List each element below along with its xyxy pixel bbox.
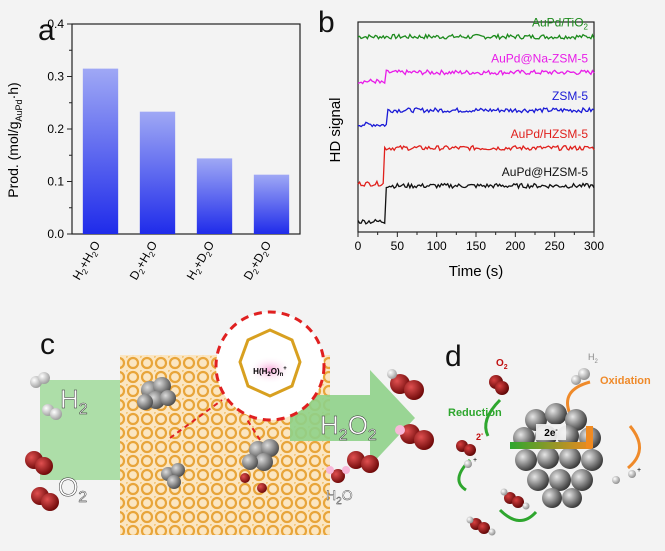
o2-molecule-2 [31,487,59,511]
cluster-label: H(H2O)n+ [253,366,287,378]
line-y-axis-title: HD signal [327,97,344,162]
bar-x-tick-label: D2+H2O [127,239,162,284]
h2-molecule-1 [30,372,50,388]
series-label-2: ZSM-5 [552,89,588,103]
bar-H2+H2O [82,68,119,234]
h2o2-molecule-d [500,488,530,510]
h2o2-arrow [290,370,415,466]
bar-x-tick-label: H2+D2O [184,239,219,284]
bar-y-tick-label: 0.0 [47,227,64,241]
peroxide-species [456,440,476,456]
line-x-tick-label: 50 [391,239,405,253]
panel-letter-c: c [40,328,55,361]
line-x-tick-label: 200 [505,239,525,253]
series-label-0: AuPd/TiO2 [532,16,589,32]
line-chart: 0 50 100 150 200 250 300 AuPd/TiO2 AuPd@Na-ZSM-… [327,16,604,280]
bar-y-tick-label: 0.2 [47,122,64,136]
proton-3 [612,476,620,484]
h2-label-d: H2 [588,352,599,365]
bar-x-tick-label: H2+H2O [70,239,105,284]
svg-text:+: + [637,467,641,474]
h2o-label: H2O [326,487,353,507]
bar-y-tick-label: 0.1 [47,175,64,189]
bar-y-axis-title: Prod. (mol/gAuPd·h) [5,82,24,197]
metal-cluster-3 [161,463,185,489]
line-x-tick-label: 300 [584,239,604,253]
h2-molecule-2 [42,404,62,420]
o2-molecule-1 [25,451,53,475]
bar-D2+D2O [253,174,290,234]
line-x-tick-label: 0 [355,239,362,253]
bar-y-tick-label: 0.4 [47,17,64,31]
series-label-4: AuPd@HZSM-5 [502,165,589,179]
electron-transfer-bar [510,442,592,449]
h2o2-molecule-d2 [466,516,496,536]
line-x-axis-title: Time (s) [449,263,503,280]
h2o2-molecule-2 [395,424,434,450]
metal-nanoparticle [513,403,603,508]
metal-cluster-1 [137,377,176,410]
o2-molecule-d [489,375,509,395]
series-line-4 [357,181,595,225]
oxidation-label: Oxidation [600,375,651,387]
series-label-3: AuPd/HZSM-5 [511,127,589,141]
series-line-3 [357,144,595,187]
h2o2-molecule-1 [387,369,424,400]
line-x-tick-label: 100 [427,239,447,253]
bar-x-tick-label: D2+D2O [241,239,276,284]
electron-label: 2e- [544,427,558,439]
bar-D2+H2O [139,111,176,234]
o2-label: O2 [58,472,87,506]
h2-label: H2 [60,384,88,418]
series-line-1 [357,68,595,85]
panel-letter-a: a [38,14,55,47]
h2o2-label: H2O2 [320,410,377,444]
proton-1: + [464,457,477,468]
bar-chart: 0.00.10.20.30.4H2+H2OD2+H2OH2+D2OD2+D2O … [5,17,301,284]
series-label-1: AuPd@Na-ZSM-5 [491,51,588,65]
panel-letter-b: b [318,6,335,39]
proton-2: + [628,467,641,478]
reduction-arrow [484,398,502,437]
h2o-molecule [326,466,350,483]
line-x-tick-label: 150 [466,239,486,253]
ring-structure [238,328,302,398]
svg-text:+: + [473,457,477,464]
metal-cluster-2 [240,439,279,493]
oxidation-arrow [566,380,591,415]
scheme-c: H(H2O)n+ H2 O2 H2O2 H2O [25,310,434,535]
o2-label-d: O2 [496,358,508,371]
bar-y-tick-label: 0.3 [47,70,64,84]
h2o2-molecule-3 [347,451,379,473]
series-line-0 [357,32,595,41]
panel-letter-d: d [445,340,462,373]
h2-molecule-d [571,368,590,385]
series-line-2 [357,106,595,128]
scheme-d: O2 H2 Oxidation Reduction 2e- 2- + + [448,352,651,536]
bar-H2+D2O [196,158,233,234]
charge-label: 2- [476,431,484,442]
line-x-tick-label: 250 [545,239,565,253]
